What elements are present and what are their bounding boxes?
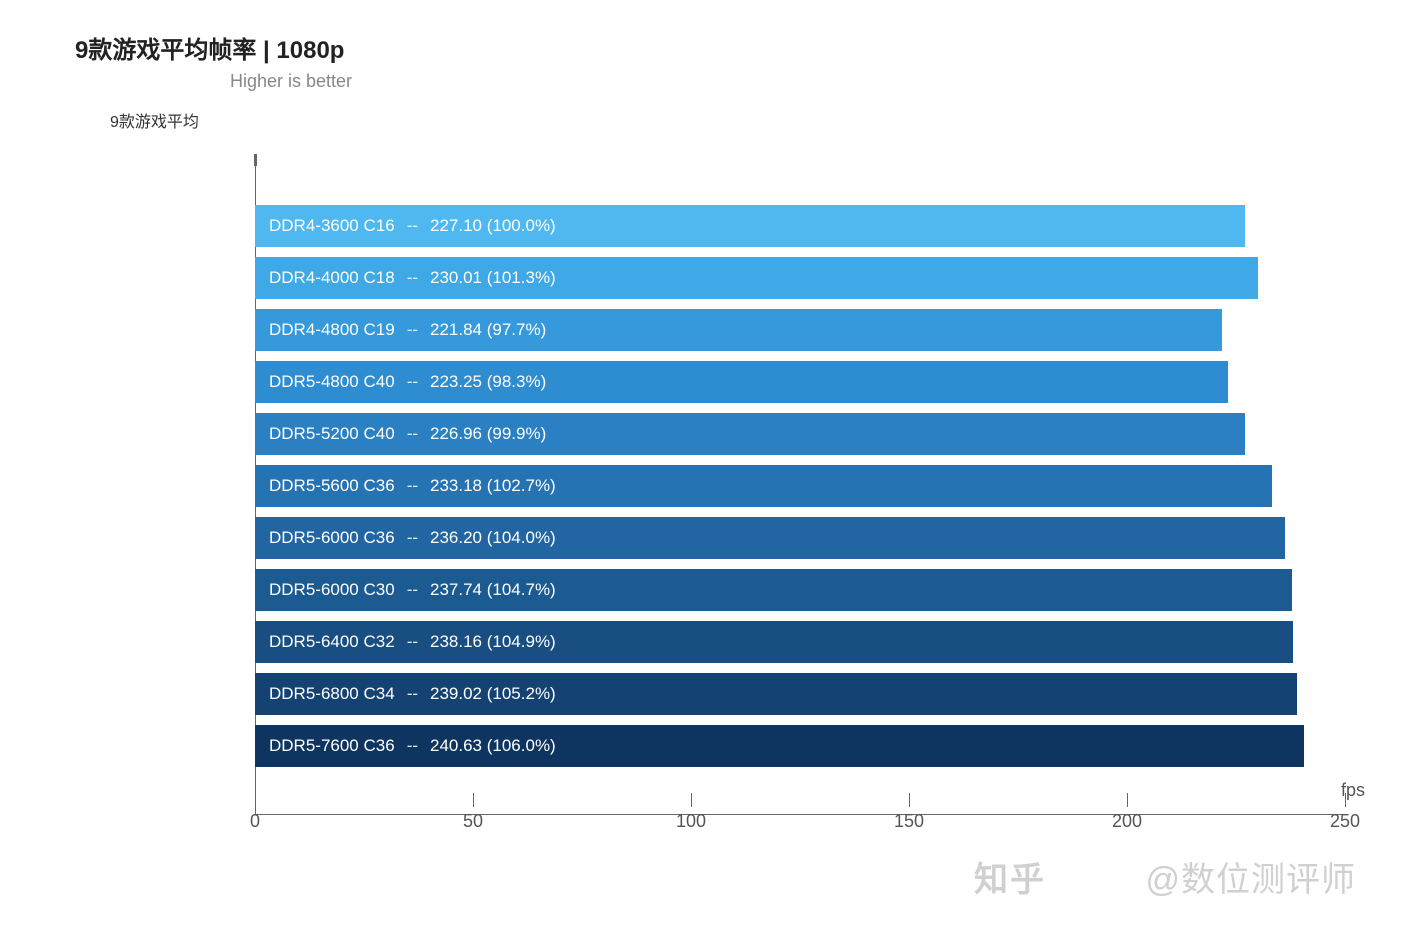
bar-value: 230.01 (101.3%) <box>430 268 556 288</box>
bar-row: DDR5-5600 C36 -- 233.18 (102.7%) <box>255 465 1272 507</box>
x-tick-label: 150 <box>894 811 924 832</box>
x-tick-label: 50 <box>463 811 483 832</box>
bar-row: DDR4-4000 C18 -- 230.01 (101.3%) <box>255 257 1258 299</box>
bar-separator: -- <box>407 372 418 392</box>
bar-separator: -- <box>407 476 418 496</box>
watermark-logo: 知乎 <box>974 852 1046 901</box>
bar-value: 223.25 (98.3%) <box>430 372 546 392</box>
chart-subtitle: Higher is better <box>230 71 1355 92</box>
bar-name: DDR5-6000 C36 <box>269 528 395 548</box>
x-tick-label: 0 <box>250 811 260 832</box>
chart-container: 9款游戏平均帧率 | 1080p Higher is better 9款游戏平均… <box>75 30 1355 102</box>
bar-name: DDR4-3600 C16 <box>269 216 395 236</box>
x-tick-label: 200 <box>1112 811 1142 832</box>
bar-separator: -- <box>407 736 418 756</box>
bar-value: 238.16 (104.9%) <box>430 632 556 652</box>
x-ticks-group: 050100150200250 <box>255 793 1345 823</box>
bar-name: DDR5-6400 C32 <box>269 632 395 652</box>
bar-row: DDR4-4800 C19 -- 221.84 (97.7%) <box>255 309 1222 351</box>
bar-name: DDR5-7600 C36 <box>269 736 395 756</box>
bar-row: DDR5-6000 C36 -- 236.20 (104.0%) <box>255 517 1285 559</box>
x-tick <box>909 793 910 807</box>
bar-row: DDR5-7600 C36 -- 240.63 (106.0%) <box>255 725 1304 767</box>
x-tick-label: 250 <box>1330 811 1360 832</box>
bar-value: 240.63 (106.0%) <box>430 736 556 756</box>
bar-separator: -- <box>407 580 418 600</box>
bar-row: DDR5-6000 C30 -- 237.74 (104.7%) <box>255 569 1292 611</box>
series-label: 9款游戏平均 <box>110 108 199 132</box>
bars-group: DDR4-3600 C16 -- 227.10 (100.0%) DDR4-4000 … <box>255 205 1345 777</box>
bar-separator: -- <box>407 216 418 236</box>
bar-name: DDR4-4000 C18 <box>269 268 395 288</box>
bar-separator: -- <box>407 528 418 548</box>
bar-separator: -- <box>407 268 418 288</box>
bar-row: DDR5-6400 C32 -- 238.16 (104.9%) <box>255 621 1293 663</box>
bar-row: DDR5-6800 C34 -- 239.02 (105.2%) <box>255 673 1297 715</box>
bar-value: 239.02 (105.2%) <box>430 684 556 704</box>
chart-title: 9款游戏平均帧率 | 1080p <box>75 30 1355 65</box>
x-tick <box>473 793 474 807</box>
bar-name: DDR5-5600 C36 <box>269 476 395 496</box>
x-tick <box>1127 793 1128 807</box>
watermark-attribution: @数位测评师 <box>1145 852 1356 901</box>
bar-name: DDR5-6000 C30 <box>269 580 395 600</box>
bar-value: 233.18 (102.7%) <box>430 476 556 496</box>
bar-name: DDR5-4800 C40 <box>269 372 395 392</box>
bar-value: 236.20 (104.0%) <box>430 528 556 548</box>
bar-row: DDR4-3600 C16 -- 227.10 (100.0%) <box>255 205 1245 247</box>
bar-name: DDR5-5200 C40 <box>269 424 395 444</box>
x-tick <box>255 793 256 807</box>
bar-separator: -- <box>407 320 418 340</box>
plot-area: DDR4-3600 C16 -- 227.10 (100.0%) DDR4-4000 … <box>255 160 1345 815</box>
bar-name: DDR4-4800 C19 <box>269 320 395 340</box>
x-axis-unit: fps <box>1341 780 1365 801</box>
bar-row: DDR5-4800 C40 -- 223.25 (98.3%) <box>255 361 1228 403</box>
bar-separator: -- <box>407 632 418 652</box>
bar-value: 221.84 (97.7%) <box>430 320 546 340</box>
x-tick <box>691 793 692 807</box>
bar-name: DDR5-6800 C34 <box>269 684 395 704</box>
bar-value: 237.74 (104.7%) <box>430 580 556 600</box>
bar-separator: -- <box>407 424 418 444</box>
bar-separator: -- <box>407 684 418 704</box>
x-tick-label: 100 <box>676 811 706 832</box>
bar-row: DDR5-5200 C40 -- 226.96 (99.9%) <box>255 413 1245 455</box>
bar-value: 227.10 (100.0%) <box>430 216 556 236</box>
bar-value: 226.96 (99.9%) <box>430 424 546 444</box>
